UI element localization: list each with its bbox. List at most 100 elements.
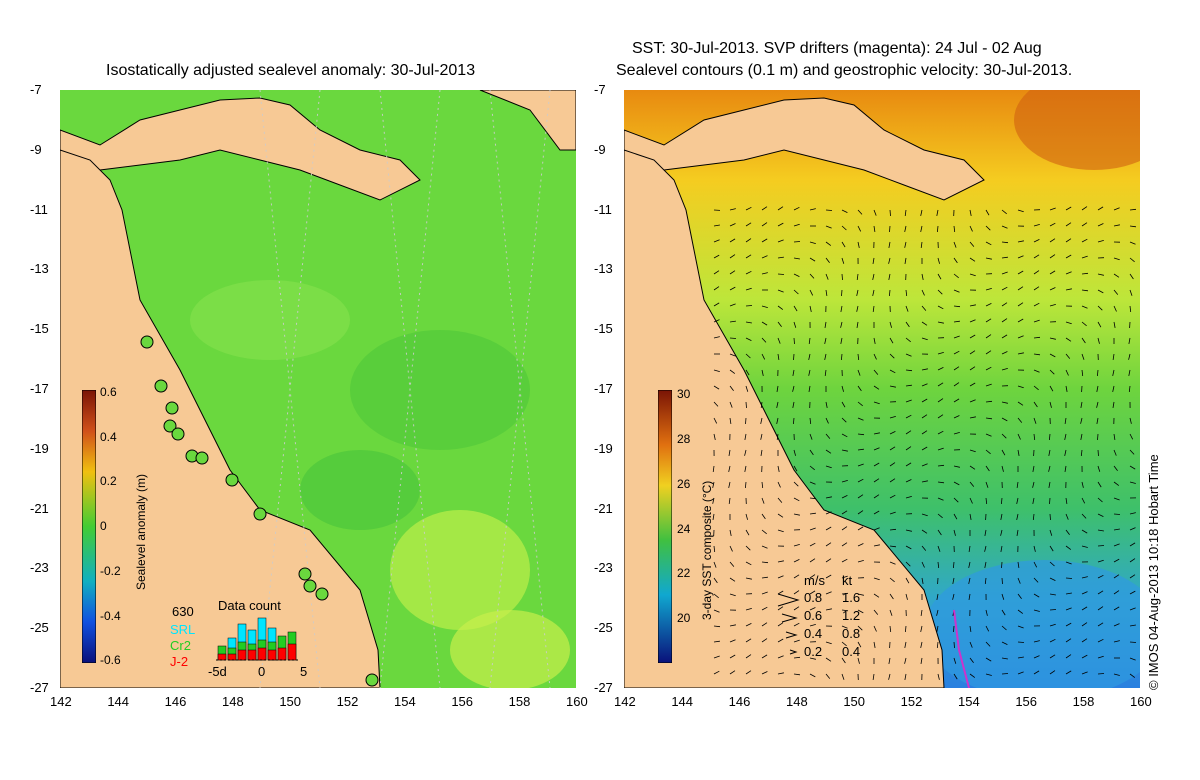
anomaly-blob xyxy=(390,510,530,630)
right-map-title-line2: Sealevel contours (0.1 m) and geostrophi… xyxy=(616,62,1073,79)
sst-colorbar-tick: 22 xyxy=(677,566,691,580)
sst-colorbar-tick: 24 xyxy=(677,522,691,536)
lon-tick-label: 152 xyxy=(336,694,359,709)
anomaly-blob xyxy=(350,330,530,450)
colorbar-tick: 0.6 xyxy=(100,385,117,399)
lon-tick-label: 144 xyxy=(107,694,130,709)
lat-tick-label: -27 xyxy=(594,680,613,695)
satellite-tracks xyxy=(259,90,551,688)
lon-tick-label: 142 xyxy=(50,694,72,709)
lon-tick-label: 150 xyxy=(843,694,866,709)
data-count-total: 630 xyxy=(172,604,194,619)
lat-tick-label: -13 xyxy=(594,261,613,277)
speed-header-kt: kt xyxy=(842,573,853,588)
speed-row-ms: 0.2 xyxy=(804,644,823,659)
lat-tick-label: -7 xyxy=(594,82,606,97)
lon-tick-label: 156 xyxy=(451,694,474,709)
lat-tick-label: -15 xyxy=(594,321,613,337)
colorbar-tick: -0.2 xyxy=(100,564,121,578)
colorbar-tick: 0.2 xyxy=(100,474,117,488)
lon-tick-label: 150 xyxy=(279,694,302,709)
lon-tick-label: 152 xyxy=(900,694,923,709)
hist-tick: 0 xyxy=(258,664,266,679)
new-britain-coast xyxy=(479,90,576,151)
sst-map xyxy=(624,90,1140,688)
sst-colorbar-tick: 28 xyxy=(677,432,691,446)
speed-row-ms: 0.8 xyxy=(804,590,823,605)
lat-tick-label: -7 xyxy=(30,82,42,97)
legend-cr2: Cr2 xyxy=(170,638,191,653)
anomaly-blob xyxy=(300,450,420,530)
lat-tick-label: -27 xyxy=(30,680,49,695)
lon-tick-label: 142 xyxy=(614,694,636,709)
lon-tick-label: 156 xyxy=(1015,694,1038,709)
sst-colorbar-tick: 20 xyxy=(677,611,691,625)
left-colorbar-label: Sealevel anomaly (m) xyxy=(134,473,148,590)
lat-tick-label: -17 xyxy=(30,381,49,396)
lat-tick-label: -17 xyxy=(594,381,613,396)
data-count-title: Data count xyxy=(218,598,281,613)
sealevel-colorbar xyxy=(82,390,96,663)
speed-row-kt: 0.4 xyxy=(842,644,861,659)
sst-colorbar xyxy=(658,390,672,663)
lon-tick-label: 158 xyxy=(508,694,531,709)
legend-srl: SRL xyxy=(170,622,196,637)
lat-tick-label: -21 xyxy=(30,500,49,516)
lat-tick-label: -15 xyxy=(30,321,49,337)
anomaly-blob xyxy=(450,610,570,688)
credit-text: © IMOS 04-Aug-2013 10:18 Hobart Time xyxy=(1146,454,1161,690)
sealevel-anomaly-map xyxy=(60,90,576,688)
colorbar-tick: 0.4 xyxy=(100,430,117,444)
lon-tick-label: 154 xyxy=(958,694,980,709)
colorbar-tick: -0.6 xyxy=(100,653,121,667)
right-map-title-line1: SST: 30-Jul-2013. SVP drifters (magenta)… xyxy=(632,40,1042,57)
speed-row-kt: 0.8 xyxy=(842,626,861,641)
lon-tick-label: 144 xyxy=(671,694,694,709)
sst-colorbar-tick: 30 xyxy=(677,387,691,401)
speed-header-ms: m/s xyxy=(804,573,825,588)
lon-tick-label: 160 xyxy=(1130,694,1152,709)
lon-tick-label: 148 xyxy=(786,694,808,709)
drifter-track xyxy=(953,609,970,688)
lat-tick-label: -9 xyxy=(594,141,606,157)
lat-tick-label: -9 xyxy=(30,141,42,157)
data-count-histogram xyxy=(216,617,300,661)
left-map-title: Isostatically adjusted sealevel anomaly:… xyxy=(106,62,476,79)
speed-legend-arrows xyxy=(777,593,800,655)
anomaly-blob xyxy=(190,280,350,360)
queensland-coast xyxy=(624,149,945,688)
lon-tick-label: 158 xyxy=(1072,694,1095,709)
lat-tick-label: -11 xyxy=(30,201,48,217)
new-guinea-coast xyxy=(60,97,421,201)
tide-gauge-markers xyxy=(140,335,379,687)
colorbar-tick: 0 xyxy=(100,519,107,533)
lon-tick-label: 146 xyxy=(728,694,751,709)
queensland-coast xyxy=(60,149,381,688)
speed-row-ms: 0.4 xyxy=(804,626,823,641)
legend-j2: J-2 xyxy=(170,654,189,669)
lat-tick-label: -23 xyxy=(30,560,49,576)
lon-tick-label: 154 xyxy=(394,694,416,709)
hist-tick: 5 xyxy=(300,664,308,679)
lat-tick-label: -23 xyxy=(594,560,613,576)
velocity-arrows xyxy=(712,206,1137,681)
sst-colorbar-tick: 26 xyxy=(677,477,691,491)
lat-tick-label: -13 xyxy=(30,261,49,277)
new-guinea-coast xyxy=(624,97,985,201)
lat-tick-label: -11 xyxy=(594,201,612,217)
lat-tick-label: -21 xyxy=(594,500,613,516)
lon-tick-label: 160 xyxy=(566,694,588,709)
right-colorbar-label: 3-day SST composite (°C) xyxy=(700,480,714,620)
speed-row-kt: 1.2 xyxy=(842,608,861,623)
hist-tick: -5d xyxy=(208,664,227,679)
colorbar-tick: -0.4 xyxy=(100,609,121,623)
speed-row-ms: 0.6 xyxy=(804,608,823,623)
lat-tick-label: -19 xyxy=(594,440,613,456)
speed-row-kt: 1.6 xyxy=(842,590,861,605)
lon-tick-label: 148 xyxy=(222,694,244,709)
warm-core xyxy=(1014,90,1140,170)
lon-tick-label: 146 xyxy=(164,694,187,709)
lat-tick-label: -25 xyxy=(30,620,49,636)
lat-tick-label: -25 xyxy=(594,620,613,636)
lat-tick-label: -19 xyxy=(30,440,49,456)
